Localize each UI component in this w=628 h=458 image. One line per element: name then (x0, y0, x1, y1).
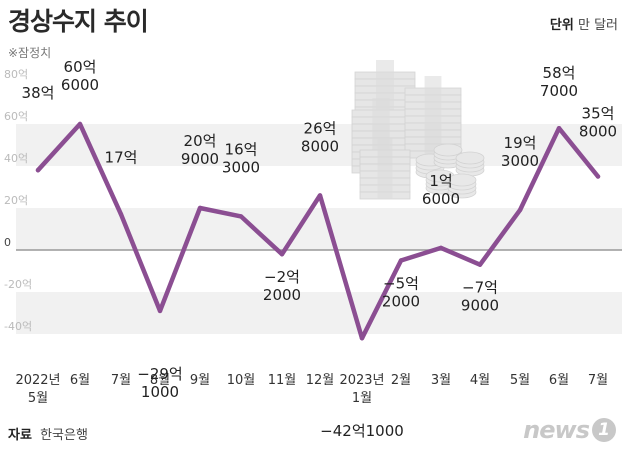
data-label: 26억 8000 (301, 119, 339, 155)
data-label: −7억 9000 (461, 279, 499, 315)
provisional-note: ※잠정치 (8, 46, 52, 60)
data-point (517, 207, 523, 213)
x-tick-label: 4월 (470, 373, 490, 388)
data-point (77, 121, 83, 127)
data-point (279, 252, 285, 257)
y-tick-label: 80억 (4, 68, 28, 81)
x-tick-label: 11월 (268, 373, 297, 388)
data-label: −42억1000 (320, 422, 404, 440)
unit-prefix: 단위 (549, 18, 574, 33)
chart-title: 경상수지 추이 (8, 7, 149, 36)
data-point (595, 174, 601, 179)
data-point (157, 308, 163, 314)
data-point (35, 168, 41, 173)
coin-icon (447, 173, 477, 199)
data-point (118, 212, 124, 217)
unit-value: 만 달러 (577, 18, 618, 33)
data-point (398, 258, 404, 263)
x-tick-label: 9월 (190, 373, 210, 388)
x-tick-label: 2023년 1월 (339, 373, 384, 406)
grid-band (16, 124, 622, 166)
y-axis: 80억 60억 40억 20억 0 -20억 -40억 (4, 68, 622, 333)
data-point (359, 336, 365, 341)
x-tick-label: 6월 (549, 373, 569, 388)
x-tick-label: 2월 (391, 373, 411, 388)
coin-icon (425, 169, 455, 195)
logo-badge: 1 (592, 418, 616, 442)
data-point (238, 214, 244, 219)
y-tick-label: 40억 (4, 152, 28, 165)
data-label: 58억 7000 (540, 64, 578, 100)
x-tick-label: 7월 (111, 373, 131, 388)
grid-band (16, 208, 622, 250)
x-tick-label: 2022년 5월 (15, 373, 60, 406)
x-tick-label: 12월 (306, 373, 335, 388)
x-axis: 2022년 5월 6월 7월 8월 9월 10월 11월 12월 2023년 1월 2월 3월 4월 5월 6… (15, 373, 608, 406)
data-label: −5억 2000 (382, 275, 420, 311)
data-label: 38억 (22, 84, 55, 102)
data-label: 35억 8000 (579, 105, 617, 141)
grid-bands (16, 124, 622, 334)
x-tick-label: 7월 (588, 373, 608, 388)
news1-logo: news 1 (523, 416, 616, 444)
data-label: 17억 (105, 148, 138, 166)
source-value: 한국은행 (40, 428, 88, 443)
y-tick-label: 20억 (4, 194, 28, 207)
coin-icon (433, 143, 463, 169)
data-point (317, 193, 323, 198)
y-tick-label: -20억 (4, 278, 32, 291)
source-label: 자료 한국은행 (8, 424, 88, 443)
y-tick-label: 60억 (4, 110, 28, 123)
x-tick-label: 6월 (70, 373, 90, 388)
source-prefix: 자료 (8, 428, 32, 443)
banknote-stack-icon (359, 138, 411, 200)
data-label: 19억 3000 (501, 134, 539, 170)
data-point (477, 262, 483, 267)
logo-text: news (523, 416, 590, 444)
y-tick-label: 0 (4, 236, 11, 249)
data-label: 20억 9000 (181, 132, 219, 168)
money-illustration (351, 60, 485, 200)
series-current-account (35, 121, 601, 341)
data-point (556, 126, 562, 131)
data-point (438, 245, 444, 251)
data-label: 1억 6000 (422, 172, 460, 208)
unit-label: 단위 만 달러 (550, 14, 618, 33)
x-tick-label: 10월 (227, 373, 256, 388)
x-tick-label: 5월 (510, 373, 530, 388)
x-tick-label: 3월 (431, 373, 451, 388)
coin-icon (455, 151, 485, 177)
data-point (197, 205, 203, 211)
data-label: 16억 3000 (222, 140, 260, 176)
grid-band (16, 292, 622, 334)
y-tick-label: -40억 (4, 320, 32, 333)
data-label: −29억 1000 (137, 365, 182, 401)
x-tick-label: 8월 (150, 373, 170, 388)
data-label: −2억 2000 (263, 268, 301, 304)
data-label: 60억 6000 (61, 58, 99, 94)
